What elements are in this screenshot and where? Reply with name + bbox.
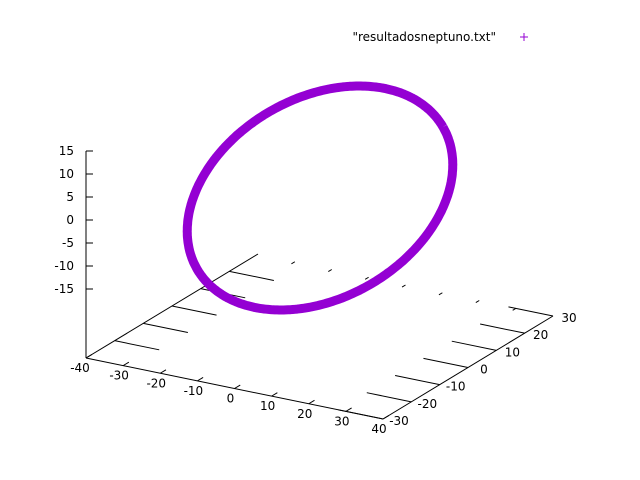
x-tick xyxy=(345,407,352,412)
x-tick-label: -30 xyxy=(109,369,129,383)
x-tick xyxy=(271,392,278,397)
orbit-path xyxy=(182,81,458,315)
y-tick-label: -20 xyxy=(418,397,438,411)
x-back-tick xyxy=(438,292,443,296)
x-tick-label: -40 xyxy=(70,361,90,375)
y-back-tick xyxy=(229,270,274,281)
z-tick-label: 15 xyxy=(59,144,74,158)
y-tick-label: 20 xyxy=(533,328,548,342)
x-back-tick xyxy=(328,269,333,273)
y-tick-label: 10 xyxy=(505,345,520,359)
x-axis: -40 -30 -20 -10 0 10 20 30 40 xyxy=(70,261,517,436)
z-tick-label: 0 xyxy=(66,213,74,227)
x-back-tick xyxy=(364,276,369,280)
base-axes xyxy=(85,253,554,420)
z-tick-label: 10 xyxy=(59,167,74,181)
y-tick xyxy=(366,392,412,403)
z-tick-label: -5 xyxy=(62,236,74,250)
x-tick-label: 20 xyxy=(297,407,312,421)
x-tick xyxy=(382,415,389,420)
y-tick-label: 30 xyxy=(561,311,576,325)
x-tick-label: -20 xyxy=(146,376,166,390)
x-tick-label: 0 xyxy=(227,392,235,406)
legend-marker xyxy=(520,33,528,41)
y-tick-label: 0 xyxy=(480,363,488,377)
y-back-tick xyxy=(171,305,217,316)
z-tick-label: 5 xyxy=(66,190,74,204)
y-axis: -30 -20 -10 0 10 20 30 xyxy=(114,270,577,428)
x-tick-label: 30 xyxy=(334,414,349,428)
legend-label: "resultadosneptuno.txt" xyxy=(352,30,496,44)
x-tick xyxy=(122,361,130,367)
y-tick xyxy=(395,375,440,386)
y-tick xyxy=(508,306,554,317)
x-back-tick xyxy=(401,284,406,288)
y-tick xyxy=(480,323,525,334)
orbit-series xyxy=(182,81,458,315)
x-tick xyxy=(197,376,204,382)
y-tick xyxy=(451,340,497,351)
x-tick xyxy=(234,384,241,389)
z-tick-label: -15 xyxy=(54,282,74,296)
x-tick-label: -10 xyxy=(184,384,204,398)
z-axis: 15 10 5 0 -5 -10 -15 xyxy=(54,144,93,358)
y-tick xyxy=(338,409,384,420)
y-tick xyxy=(423,357,469,368)
legend: "resultadosneptuno.txt" xyxy=(352,30,528,44)
x-tick xyxy=(159,369,167,374)
x-tick-label: 40 xyxy=(371,422,386,436)
y-back-tick xyxy=(114,340,160,351)
x-tick xyxy=(85,354,92,359)
y-tick-label: -30 xyxy=(389,414,409,428)
y-back-tick xyxy=(143,322,188,333)
y-tick-label: -10 xyxy=(446,380,466,394)
x-tick-label: 10 xyxy=(260,399,275,413)
x-tick xyxy=(308,399,315,405)
x-back-tick xyxy=(475,300,480,304)
x-back-tick xyxy=(291,261,296,265)
z-tick-label: -10 xyxy=(54,259,74,273)
